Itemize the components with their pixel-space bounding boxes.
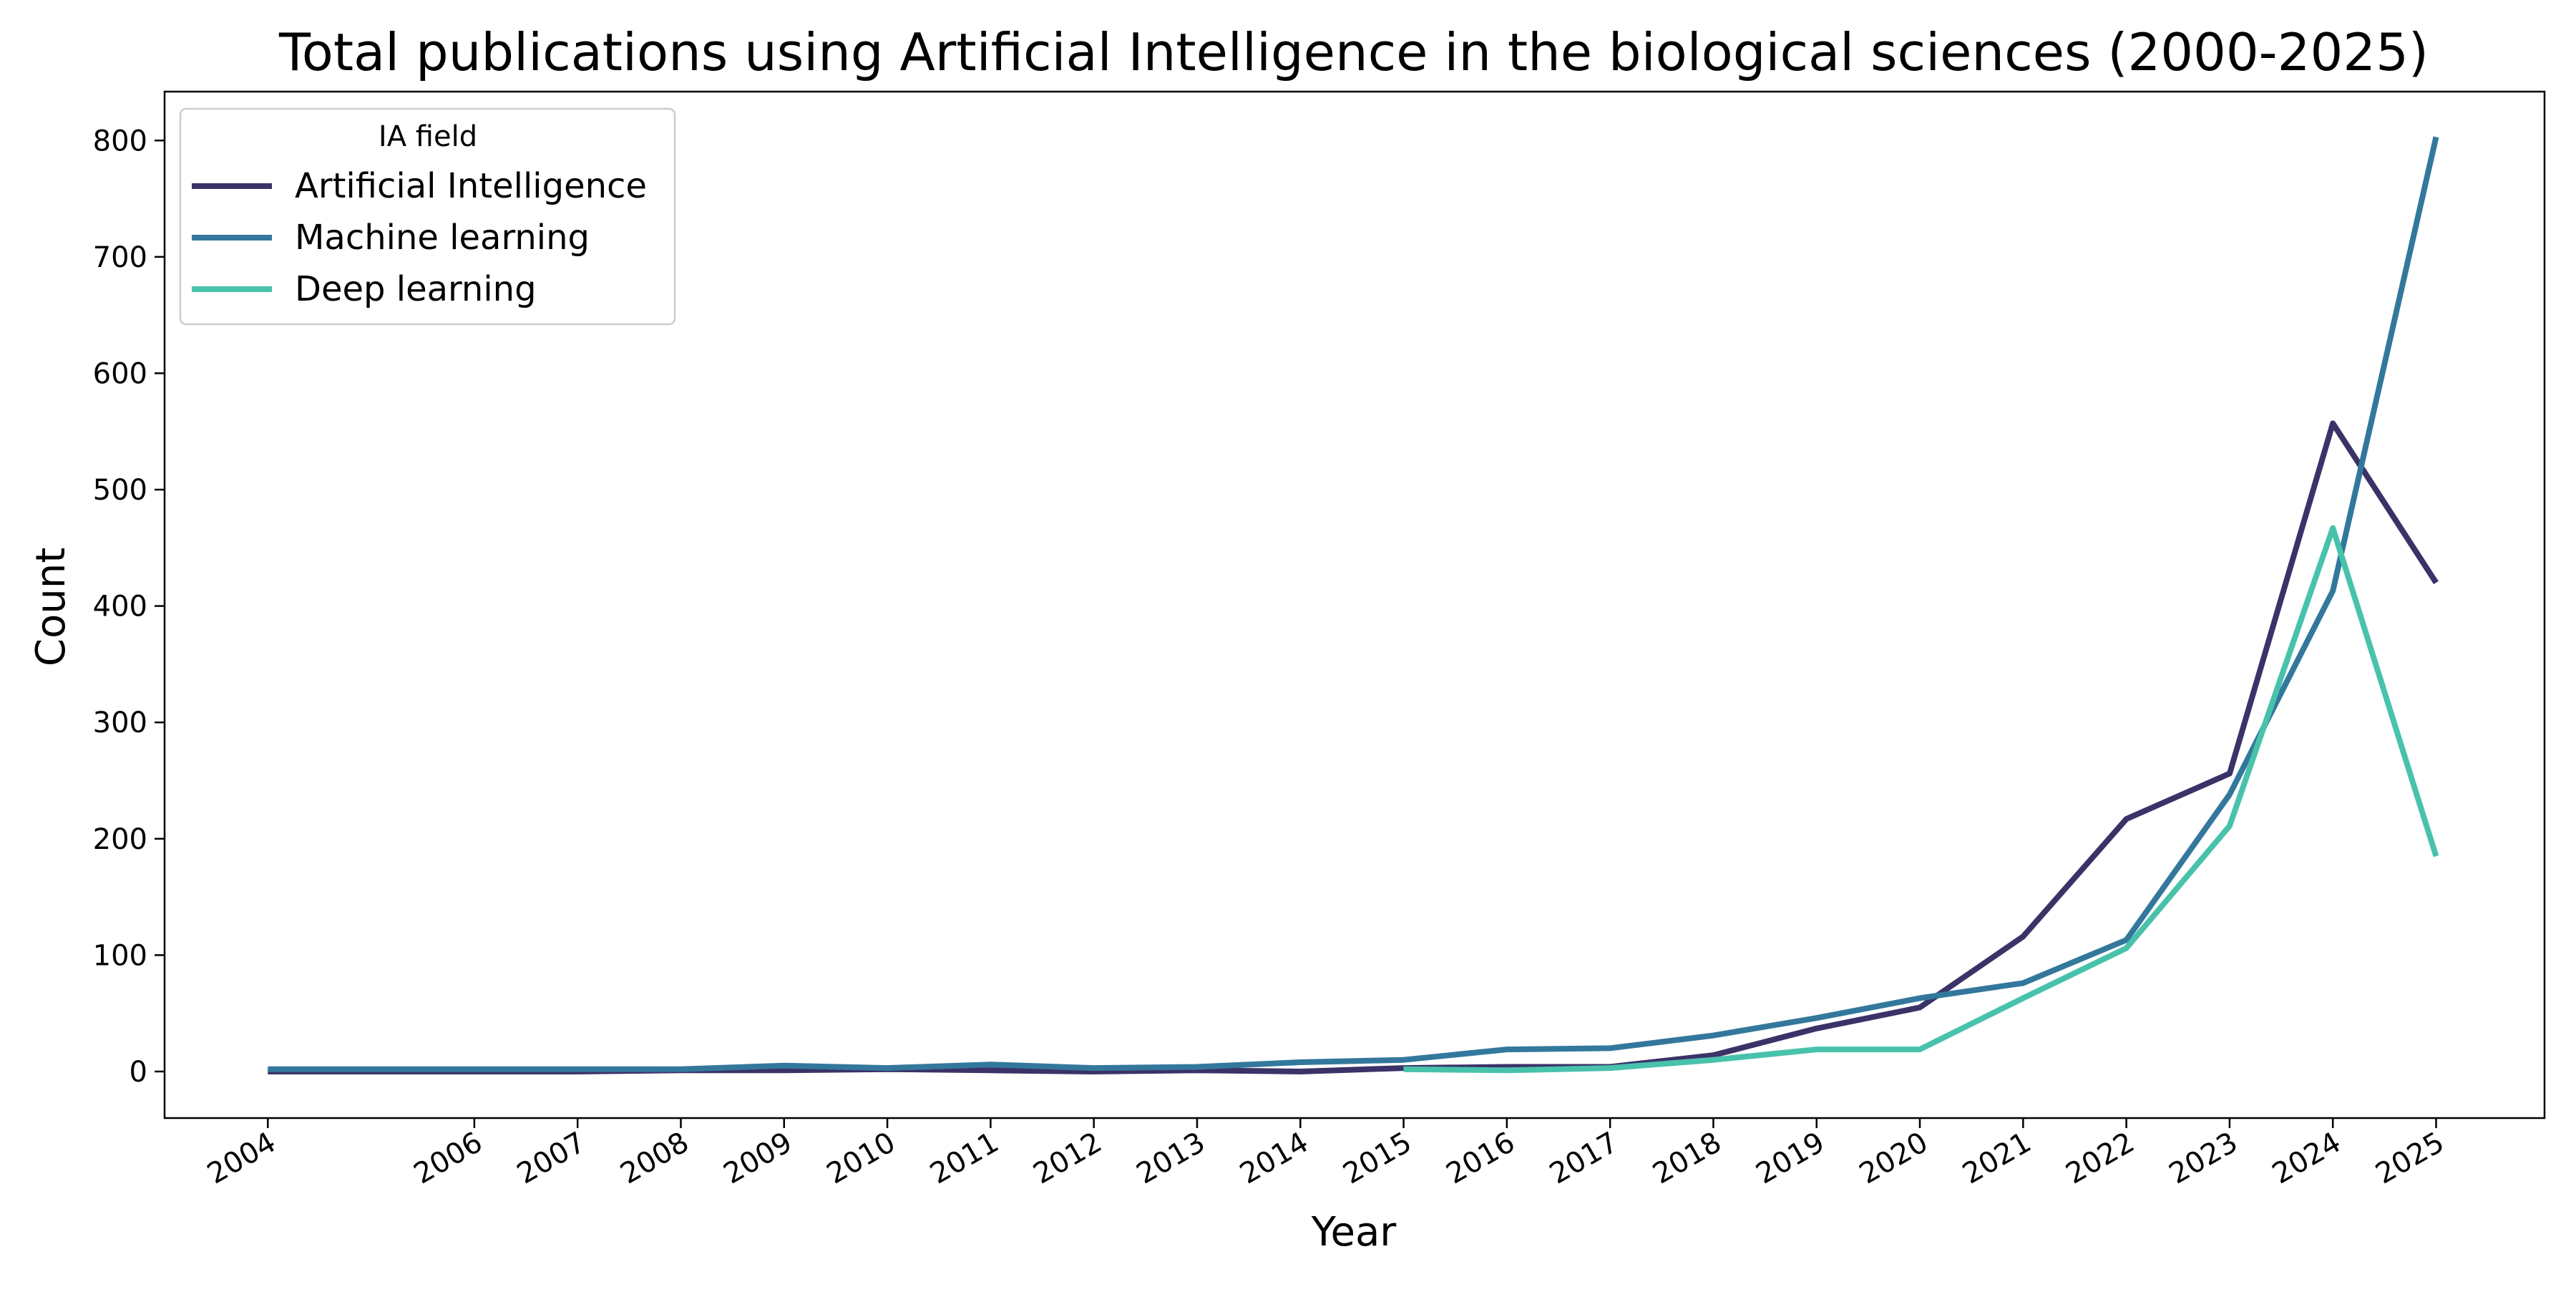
legend-item[interactable]: Deep learning — [192, 269, 537, 309]
legend-entries: Artificial Intelligence Machine learning D… — [192, 166, 647, 309]
y-axis-label: Count — [28, 548, 74, 666]
series-line-3 — [1403, 525, 2439, 1074]
series-layer — [268, 136, 2439, 1074]
y-axis: 0 100 200 300 400 500 600 700 800 — [93, 125, 165, 1089]
y-tick-label: 0 — [130, 1056, 147, 1089]
plot-frame — [163, 90, 2546, 1119]
y-tick-label: 800 — [93, 125, 147, 157]
chart-title: Total publications using Artificial Inte… — [278, 22, 2429, 82]
legend[interactable]: IA field Artificial Intelligence Machine … — [179, 107, 676, 326]
y-tick-label: 300 — [93, 706, 147, 739]
y-tick-label: 400 — [93, 591, 147, 623]
legend-frame — [179, 107, 676, 326]
legend-label: Machine learning — [295, 218, 590, 258]
legend-title: IA field — [379, 120, 477, 153]
legend-label: Artificial Intelligence — [295, 166, 647, 206]
y-tick-label: 500 — [93, 474, 147, 507]
series-line-2 — [268, 136, 2439, 1072]
legend-item[interactable]: Artificial Intelligence — [192, 166, 647, 206]
y-tick-label: 700 — [93, 241, 147, 274]
y-tick-label: 100 — [93, 939, 147, 972]
y-tick-label: 200 — [93, 823, 147, 856]
x-axis-label: Year — [1311, 1209, 1397, 1255]
legend-item[interactable]: Machine learning — [192, 218, 590, 258]
y-tick-label: 600 — [93, 357, 147, 390]
legend-label: Deep learning — [295, 269, 537, 309]
